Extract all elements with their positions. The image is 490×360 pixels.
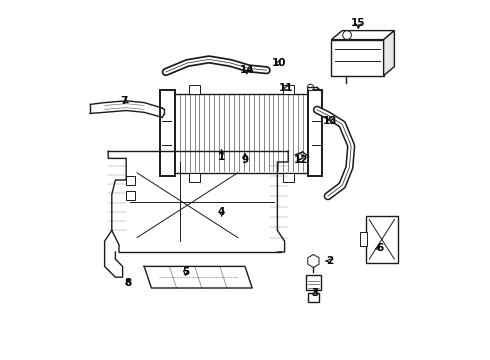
Text: 15: 15 [351, 18, 366, 28]
Bar [189, 85, 200, 94]
Text: 1: 1 [218, 152, 225, 162]
Text: 7: 7 [121, 96, 128, 106]
Bar [126, 176, 135, 185]
Text: 13: 13 [322, 116, 337, 126]
Text: 8: 8 [124, 278, 132, 288]
Bar [173, 94, 310, 173]
Text: 14: 14 [240, 65, 254, 75]
Bar [126, 191, 135, 200]
Bar [308, 90, 322, 176]
Bar [283, 173, 294, 182]
Polygon shape [384, 31, 394, 76]
Circle shape [307, 84, 314, 91]
Text: 5: 5 [182, 267, 189, 277]
Text: 2: 2 [326, 256, 333, 266]
Circle shape [343, 31, 351, 40]
Bar [306, 275, 320, 290]
Text: 11: 11 [279, 83, 294, 93]
Bar [366, 216, 398, 263]
Text: 6: 6 [376, 243, 384, 253]
Text: 9: 9 [242, 155, 248, 165]
Bar [189, 173, 200, 182]
Text: 10: 10 [272, 58, 287, 68]
Bar [360, 233, 368, 246]
Bar [160, 90, 175, 176]
Bar [331, 40, 384, 76]
Bar [308, 293, 319, 302]
Text: 12: 12 [294, 155, 308, 165]
Text: 3: 3 [312, 288, 319, 298]
Bar [283, 85, 294, 94]
Circle shape [297, 154, 303, 159]
Text: 4: 4 [218, 207, 225, 217]
Polygon shape [331, 31, 394, 40]
